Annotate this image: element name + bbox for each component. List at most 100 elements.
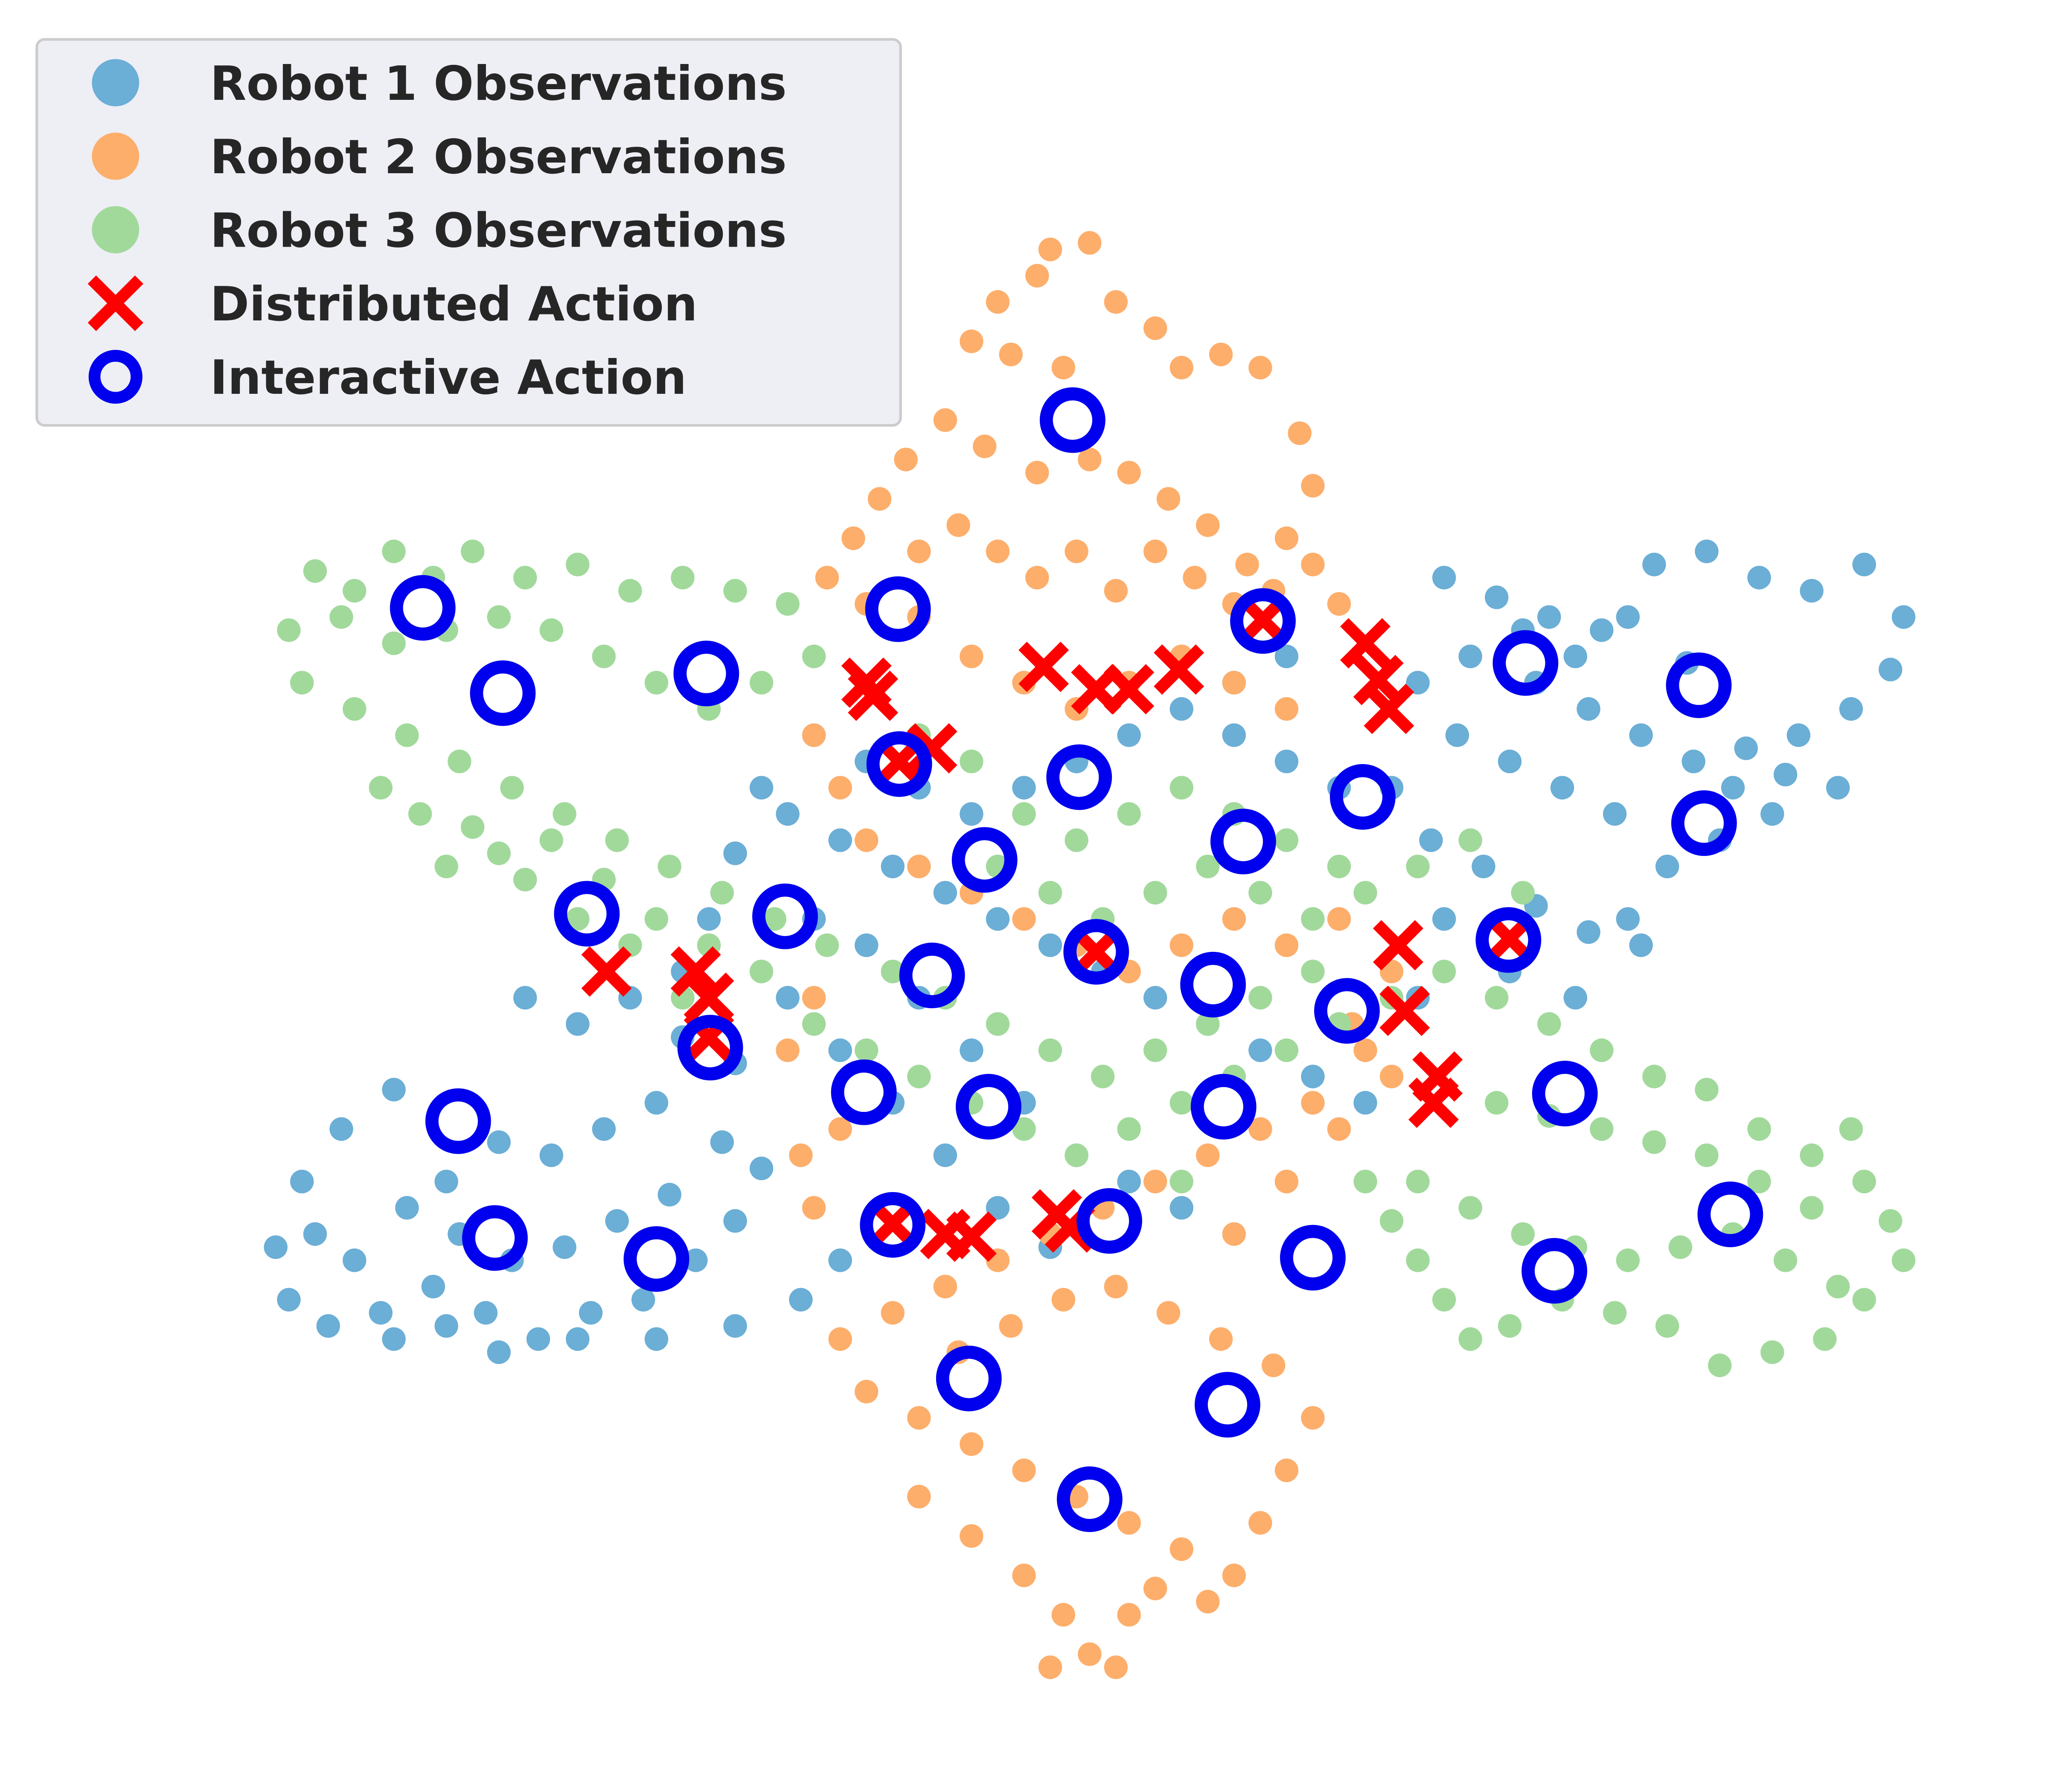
legend-marker-x xyxy=(87,275,143,331)
robot-3-observation-point xyxy=(1248,881,1272,905)
robot-2-observation-point xyxy=(1353,1038,1377,1062)
robot-2-observation-point xyxy=(1025,461,1049,485)
distributed-action-marker-stroke-b xyxy=(1353,655,1404,705)
robot-2-observation-point xyxy=(1301,1406,1325,1430)
interactive-action-marker xyxy=(1210,809,1276,875)
robot-2-observation-point xyxy=(1143,316,1167,340)
robot-3-observation-point xyxy=(1773,1248,1798,1272)
robot-2-observation-point xyxy=(1143,1577,1167,1600)
legend: Robot 1 Observations Robot 2 Observations… xyxy=(35,38,902,427)
robot-3-observation-point xyxy=(1891,1248,1916,1272)
distributed-action-marker xyxy=(1018,642,1069,692)
robot-3-observation-point xyxy=(1695,1143,1719,1167)
robot-3-observation-point xyxy=(566,553,590,576)
distributed-action-marker-stroke-b xyxy=(684,972,734,1023)
robot-3-observation-point xyxy=(960,749,983,774)
distributed-action-marker xyxy=(1353,655,1404,705)
robot-2-observation-point xyxy=(907,1485,931,1509)
robot-3-observation-point xyxy=(343,579,367,603)
robot-3-observation-point xyxy=(1143,1038,1167,1062)
robot-3-observation-point xyxy=(382,539,406,563)
robot-3-observation-point xyxy=(1458,828,1482,852)
robot-3-observation-point xyxy=(329,605,353,629)
robot-3-observation-point xyxy=(434,855,458,879)
interactive-action-marker xyxy=(425,1088,491,1154)
interactive-action-marker xyxy=(1195,1372,1260,1438)
robot-2-observation-point xyxy=(1327,592,1351,616)
distributed-action-marker-stroke-b xyxy=(670,946,721,997)
robot-2-observation-point xyxy=(1012,1458,1036,1482)
robot-1-observation-point xyxy=(1800,579,1824,603)
robot-3-observation-point xyxy=(1301,907,1325,931)
robot-2-observation-point xyxy=(1301,474,1325,498)
robot-2-observation-point xyxy=(1038,1655,1062,1679)
robot-1-observation-point xyxy=(1826,776,1850,800)
robot-3-observation-point xyxy=(382,631,406,655)
robot-1-observation-point xyxy=(474,1301,498,1325)
interactive-action-marker xyxy=(1230,588,1296,654)
robot-2-observation-point xyxy=(1248,1511,1272,1535)
robot-3-observation-point xyxy=(1458,1327,1482,1351)
robot-3-observation-point xyxy=(723,579,747,603)
robot-2-observation-point xyxy=(1104,1274,1128,1299)
robot-3-observation-point xyxy=(1143,881,1167,905)
robot-1-observation-point xyxy=(605,1209,629,1233)
robot-2-observation-point xyxy=(1222,907,1246,931)
robot-3-observation-point xyxy=(1432,1288,1456,1312)
robot-3-observation-point xyxy=(1117,1117,1141,1141)
robot-3-observation-point xyxy=(1196,855,1220,879)
robot-2-observation-point xyxy=(881,1301,905,1325)
robot-3-observation-point xyxy=(369,776,393,800)
robot-3-observation-point xyxy=(1760,1340,1784,1364)
legend-item: Interactive Action xyxy=(88,350,687,405)
robot-1-observation-point xyxy=(933,881,957,905)
robot-3-observation-point xyxy=(1616,1248,1640,1272)
robot-2-observation-point xyxy=(1169,1537,1193,1561)
robot-2-observation-point xyxy=(933,408,957,432)
legend-marker-circle xyxy=(92,132,140,180)
robot-1-observation-point xyxy=(343,1248,367,1272)
robot-2-observation-point xyxy=(1051,1603,1075,1627)
robot-3-observation-point xyxy=(1603,1301,1627,1325)
interactive-action-marker xyxy=(956,1073,1021,1140)
robot-3-observation-point xyxy=(1065,1143,1088,1167)
interactive-action-marker xyxy=(462,1205,528,1271)
robot-1-observation-point xyxy=(1353,1091,1377,1115)
interactive-action-marker xyxy=(1076,1188,1142,1254)
distributed-action-marker xyxy=(1154,644,1204,695)
robot-1-observation-point xyxy=(1629,933,1653,957)
robot-1-observation-point xyxy=(277,1288,301,1312)
distributed-action-marker-stroke-b xyxy=(1364,684,1414,734)
robot-2-observation-point xyxy=(907,855,931,879)
robot-3-observation-point xyxy=(855,1038,879,1062)
robot-2-observation-point xyxy=(1038,237,1062,262)
robot-3-observation-point xyxy=(1839,1117,1863,1141)
robot-1-observation-point xyxy=(723,1209,747,1233)
robot-3-observation-point xyxy=(1117,802,1141,826)
interactive-action-marker xyxy=(936,1345,1002,1411)
robot-1-observation-point xyxy=(1681,749,1705,774)
interactive-action-marker xyxy=(899,943,965,1009)
legend-marker-ring xyxy=(88,350,143,404)
robot-3-observation-point xyxy=(1406,1169,1430,1193)
interactive-action-marker xyxy=(1671,790,1737,856)
robot-2-observation-point xyxy=(986,539,1010,563)
robot-1-observation-point xyxy=(1879,657,1903,681)
robot-3-observation-point xyxy=(815,933,839,957)
robot-1-observation-point xyxy=(644,1327,669,1351)
robot-2-observation-point xyxy=(1025,264,1049,288)
robot-1-observation-point xyxy=(1655,855,1679,879)
robot-3-observation-point xyxy=(1879,1209,1903,1233)
interactive-action-marker xyxy=(554,881,620,947)
distributed-action-marker xyxy=(907,723,957,774)
robot-1-observation-point xyxy=(723,841,747,865)
robot-1-observation-point xyxy=(1169,697,1193,721)
robot-1-observation-point xyxy=(1222,723,1246,747)
robot-3-observation-point xyxy=(749,960,774,983)
robot-1-observation-point xyxy=(1590,618,1614,642)
robot-3-observation-point xyxy=(1747,1169,1771,1193)
robot-1-observation-point xyxy=(749,776,774,800)
robot-3-observation-point xyxy=(1432,960,1456,983)
robot-2-observation-point xyxy=(1301,1091,1325,1115)
robot-3-observation-point xyxy=(277,618,301,642)
